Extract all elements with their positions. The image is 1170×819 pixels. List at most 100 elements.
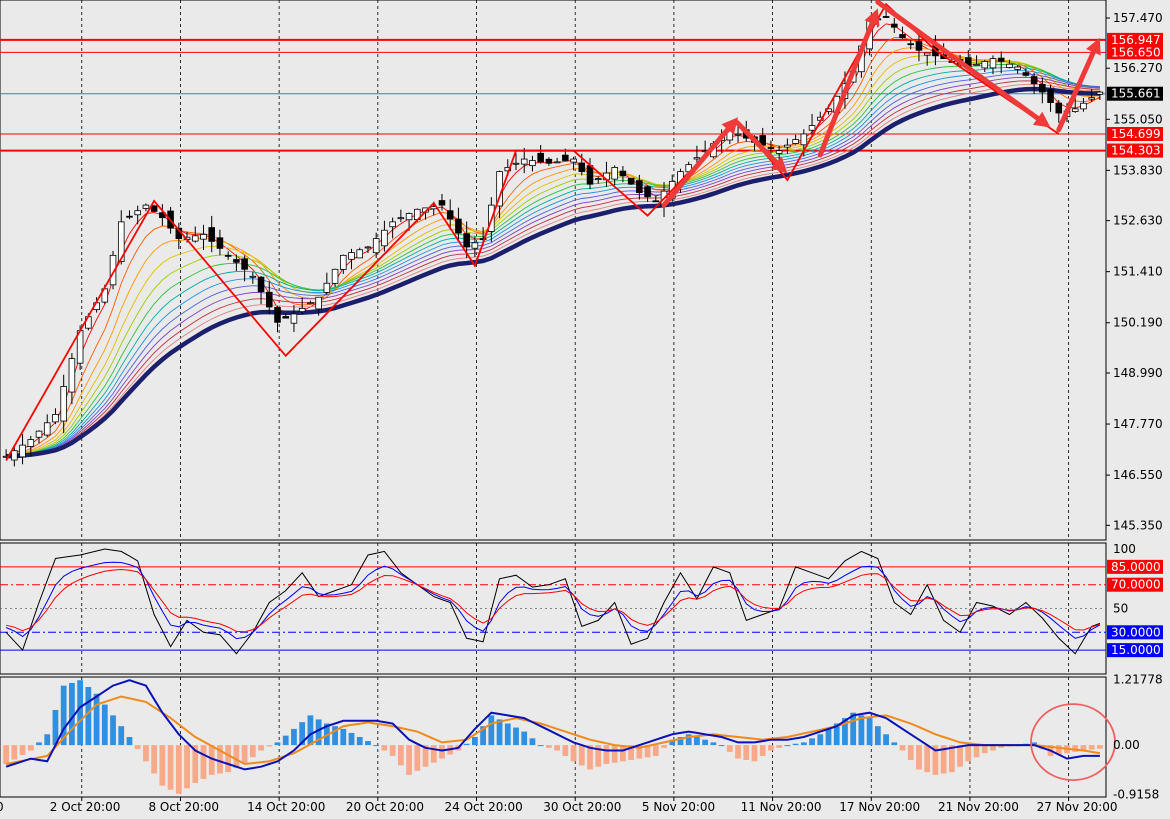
candle[interactable]: [340, 254, 347, 270]
candle[interactable]: [553, 161, 561, 164]
candle[interactable]: [915, 41, 923, 51]
candle[interactable]: [142, 204, 150, 209]
candle[interactable]: [1014, 66, 1021, 70]
candle[interactable]: [52, 414, 59, 423]
candle[interactable]: [265, 291, 273, 308]
candle[interactable]: [109, 254, 117, 286]
candle[interactable]: [315, 296, 322, 310]
candle[interactable]: [150, 205, 158, 212]
candle[interactable]: [1006, 63, 1013, 68]
candle[interactable]: [224, 254, 232, 257]
candle[interactable]: [323, 282, 331, 293]
candle[interactable]: [767, 147, 775, 149]
candle[interactable]: [479, 238, 487, 240]
candle[interactable]: [364, 246, 372, 249]
candle[interactable]: [808, 125, 816, 131]
candle[interactable]: [27, 439, 35, 447]
candle[interactable]: [397, 217, 405, 220]
candle[interactable]: [1047, 89, 1054, 103]
candle[interactable]: [520, 158, 528, 165]
candle[interactable]: [35, 430, 43, 438]
candle[interactable]: [512, 162, 520, 165]
candle[interactable]: [594, 178, 602, 181]
candle[interactable]: [200, 234, 207, 240]
candle[interactable]: [981, 60, 989, 69]
candle[interactable]: [644, 186, 651, 198]
candle[interactable]: [1022, 72, 1030, 76]
candle[interactable]: [578, 162, 586, 173]
candle[interactable]: [923, 52, 931, 56]
candles-layer[interactable]: [2, 10, 1104, 467]
candle[interactable]: [997, 57, 1005, 62]
candle[interactable]: [19, 444, 26, 458]
candle[interactable]: [405, 213, 413, 221]
candle[interactable]: [1030, 76, 1038, 85]
candle[interactable]: [973, 63, 980, 66]
candle[interactable]: [1071, 108, 1079, 112]
candle[interactable]: [545, 158, 553, 164]
candle[interactable]: [389, 221, 396, 228]
candle[interactable]: [989, 58, 997, 69]
candle[interactable]: [734, 133, 742, 136]
candle[interactable]: [446, 210, 454, 220]
candle[interactable]: [233, 259, 240, 263]
candle[interactable]: [611, 167, 618, 180]
candle[interactable]: [372, 238, 380, 254]
candle[interactable]: [381, 229, 388, 247]
candle[interactable]: [907, 43, 915, 46]
candle[interactable]: [570, 158, 577, 163]
candle[interactable]: [356, 249, 364, 259]
candle[interactable]: [471, 242, 479, 249]
arrow-shaft: [817, 20, 875, 158]
candle[interactable]: [249, 275, 257, 278]
candle[interactable]: [1080, 102, 1087, 110]
candle[interactable]: [290, 313, 298, 324]
candle[interactable]: [298, 307, 306, 313]
candle[interactable]: [208, 227, 215, 242]
candle[interactable]: [348, 252, 355, 260]
candle[interactable]: [68, 358, 76, 393]
candle[interactable]: [784, 144, 791, 148]
candle[interactable]: [800, 133, 808, 146]
candle[interactable]: [60, 386, 67, 422]
candle[interactable]: [1039, 83, 1046, 93]
candle[interactable]: [191, 235, 199, 242]
candle[interactable]: [636, 180, 643, 193]
candle[interactable]: [652, 200, 660, 203]
candle[interactable]: [11, 450, 18, 461]
candle[interactable]: [43, 422, 51, 436]
candle[interactable]: [619, 170, 627, 177]
candle[interactable]: [792, 139, 799, 144]
candle[interactable]: [438, 200, 446, 206]
candle[interactable]: [307, 302, 314, 305]
candle[interactable]: [504, 167, 512, 172]
candle[interactable]: [693, 157, 701, 160]
candle[interactable]: [586, 165, 594, 185]
candle[interactable]: [216, 237, 224, 249]
candle[interactable]: [331, 268, 339, 284]
candle[interactable]: [899, 34, 906, 39]
candle[interactable]: [529, 160, 536, 167]
candle[interactable]: [1096, 91, 1104, 95]
candle[interactable]: [282, 316, 290, 319]
candle[interactable]: [537, 152, 544, 163]
candle[interactable]: [627, 177, 635, 185]
candle[interactable]: [134, 210, 141, 216]
candle[interactable]: [882, 16, 890, 18]
candle[interactable]: [241, 258, 248, 270]
candle[interactable]: [257, 276, 265, 293]
candle[interactable]: [775, 150, 783, 154]
candle[interactable]: [455, 218, 462, 234]
candle[interactable]: [463, 233, 470, 248]
candle[interactable]: [562, 154, 569, 161]
candle[interactable]: [1055, 102, 1063, 114]
candle[interactable]: [274, 307, 281, 323]
macd-histogram-bar: [208, 745, 215, 775]
candle[interactable]: [126, 215, 133, 218]
y-tick-label: 151.410: [1113, 265, 1163, 279]
candle[interactable]: [891, 23, 898, 28]
candle[interactable]: [1088, 97, 1095, 100]
candle[interactable]: [117, 221, 125, 262]
